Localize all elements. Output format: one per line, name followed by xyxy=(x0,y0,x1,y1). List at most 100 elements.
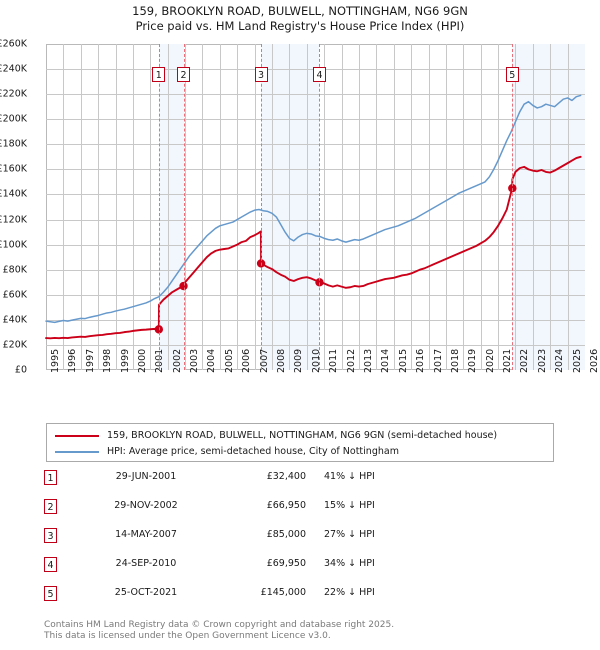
y-tick-£140K: £140K xyxy=(0,188,27,200)
price-history-chart: £0 £20K £40K £60K £80K £100K £120K £140K £160K £1… xyxy=(0,39,600,376)
y-tick-£180K: £180K xyxy=(0,138,27,150)
event-badge-4[interactable]: 4 xyxy=(312,67,326,82)
y-tick-£240K: £240K xyxy=(0,63,27,75)
y-tick-£20K: £20K xyxy=(2,339,27,351)
event-line-3 xyxy=(261,44,263,370)
event-dot-2 xyxy=(179,281,188,291)
gridline-v xyxy=(428,44,430,370)
gridline-v xyxy=(254,44,256,370)
table-row: 2 29-NOV-2002 £66,950 15% ↓ HPI xyxy=(44,497,474,526)
gridline-h xyxy=(46,94,585,96)
y-tick-£220K: £220K xyxy=(0,88,27,100)
legend-label-price-paid: 159, BROOKLYN ROAD, BULWELL, NOTTINGHAM,… xyxy=(107,430,498,441)
row-hpi-delta-2: 15% ↓ HPI xyxy=(324,500,375,511)
gridline-h xyxy=(46,219,585,221)
row-hpi-delta-1: 41% ↓ HPI xyxy=(324,471,375,482)
page-title: 159, BROOKLYN ROAD, BULWELL, NOTTINGHAM,… xyxy=(0,4,600,34)
row-badge-2: 2 xyxy=(44,499,57,514)
row-price-2: £66,950 xyxy=(266,500,306,511)
gridline-v xyxy=(550,44,552,370)
row-date-2: 29-NOV-2002 xyxy=(114,500,178,511)
line-price-paid xyxy=(45,155,582,340)
event-badge-2[interactable]: 2 xyxy=(177,67,191,82)
y-tick-£80K: £80K xyxy=(2,264,27,276)
gridline-v xyxy=(237,44,239,370)
gridline-v xyxy=(289,44,291,370)
copyright-footer: Contains HM Land Registry data © Crown c… xyxy=(44,620,564,642)
gridline-h xyxy=(46,344,585,346)
gridline-v xyxy=(376,44,378,370)
event-badge-3[interactable]: 3 xyxy=(254,67,268,82)
footer-line-2: This data is licensed under the Open Gov… xyxy=(44,631,331,641)
table-row: 3 14-MAY-2007 £85,000 27% ↓ HPI xyxy=(44,526,474,555)
legend-item-hpi: HPI: Average price, semi-detached house,… xyxy=(53,444,553,459)
gridline-h xyxy=(46,119,585,121)
legend-label-hpi: HPI: Average price, semi-detached house,… xyxy=(107,446,399,457)
gridline-v xyxy=(532,44,534,370)
event-line-2 xyxy=(183,44,185,370)
event-line-4 xyxy=(319,44,321,370)
gridline-h xyxy=(46,194,585,196)
event-line-1 xyxy=(158,44,160,370)
table-row: 4 24-SEP-2010 £69,950 34% ↓ HPI xyxy=(44,555,474,584)
gridline-h xyxy=(46,144,585,146)
ownership-band-3 xyxy=(512,44,585,370)
gridline-h xyxy=(46,319,585,321)
row-date-3: 14-MAY-2007 xyxy=(115,529,177,540)
gridline-h xyxy=(46,244,585,246)
gridline-v xyxy=(202,44,204,370)
row-hpi-delta-3: 27% ↓ HPI xyxy=(324,529,375,540)
y-tick-£260K: £260K xyxy=(0,38,27,50)
gridline-v xyxy=(498,44,500,370)
row-date-5: 25-OCT-2021 xyxy=(114,587,178,598)
gridline-h xyxy=(46,269,585,271)
gridline-v xyxy=(167,44,169,370)
table-row: 5 25-OCT-2021 £145,000 22% ↓ HPI xyxy=(44,584,474,613)
gridline-v xyxy=(272,44,274,370)
y-tick-£60K: £60K xyxy=(2,289,27,301)
gridline-v xyxy=(358,44,360,370)
title-line-2: Price paid vs. HM Land Registry's House … xyxy=(135,19,465,33)
y-tick-£100K: £100K xyxy=(0,239,27,251)
transactions-table: 1 29-JUN-2001 £32,400 41% ↓ HPI 2 29-NOV… xyxy=(44,468,474,613)
x-tick-2026: 2026 xyxy=(589,348,600,373)
event-badge-5[interactable]: 5 xyxy=(505,67,519,82)
table-row: 1 29-JUN-2001 £32,400 41% ↓ HPI xyxy=(44,468,474,497)
line-swatch-hpi xyxy=(55,450,99,453)
footer-line-1: Contains HM Land Registry data © Crown c… xyxy=(44,620,395,630)
row-hpi-delta-5: 22% ↓ HPI xyxy=(324,587,375,598)
gridline-v xyxy=(98,44,100,370)
gridline-v xyxy=(80,44,82,370)
gridline-v xyxy=(445,44,447,370)
row-price-3: £85,000 xyxy=(266,529,306,540)
row-badge-3: 3 xyxy=(44,528,57,543)
gridline-v xyxy=(219,44,221,370)
row-date-4: 24-SEP-2010 xyxy=(115,558,177,569)
gridline-v xyxy=(306,44,308,370)
y-tick-£200K: £200K xyxy=(0,113,27,125)
row-badge-5: 5 xyxy=(44,586,57,601)
title-line-1: 159, BROOKLYN ROAD, BULWELL, NOTTINGHAM,… xyxy=(132,4,468,18)
gridline-v xyxy=(150,44,152,370)
ownership-band-1 xyxy=(158,44,184,370)
row-badge-1: 1 xyxy=(44,470,57,485)
event-line-5 xyxy=(512,44,514,370)
gridline-v xyxy=(185,44,187,370)
gridline-v xyxy=(324,44,326,370)
line-hpi xyxy=(45,94,582,324)
event-badge-1[interactable]: 1 xyxy=(152,67,166,82)
gridline-v xyxy=(463,44,465,370)
gridline-v xyxy=(63,44,65,370)
gridline-h xyxy=(46,169,585,171)
y-tick-£160K: £160K xyxy=(0,163,27,175)
gridline-h xyxy=(46,294,585,296)
row-date-1: 29-JUN-2001 xyxy=(115,471,177,482)
row-price-5: £145,000 xyxy=(260,587,306,598)
y-tick-£40K: £40K xyxy=(2,314,27,326)
y-tick-£0: £0 xyxy=(14,364,27,376)
legend-item-price-paid: 159, BROOKLYN ROAD, BULWELL, NOTTINGHAM,… xyxy=(53,428,553,443)
row-hpi-delta-4: 34% ↓ HPI xyxy=(324,558,375,569)
gridline-v xyxy=(567,44,569,370)
line-swatch-price-paid xyxy=(55,434,99,437)
gridline-v xyxy=(411,44,413,370)
